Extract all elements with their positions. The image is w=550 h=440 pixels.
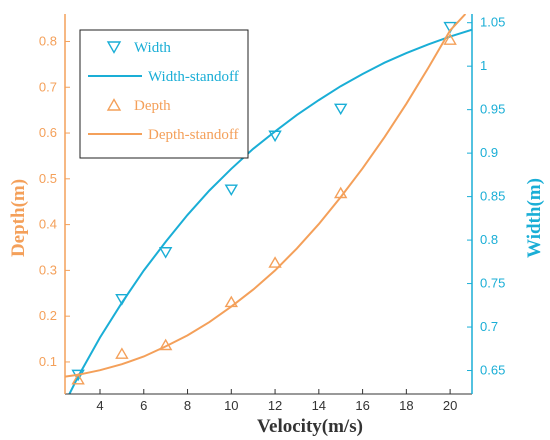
data-point-width-5 bbox=[333, 103, 348, 116]
legend-label-width: Width bbox=[134, 40, 171, 56]
x-tick-label: 10 bbox=[224, 398, 238, 413]
data-point-width-3 bbox=[224, 184, 239, 197]
legend-swatch-width bbox=[106, 41, 122, 54]
x-tick-label: 12 bbox=[268, 398, 282, 413]
x-tick-label: 8 bbox=[184, 398, 191, 413]
data-point-depth-0 bbox=[71, 372, 85, 385]
y-right-tick-label: 0.7 bbox=[480, 319, 498, 334]
x-tick-label: 6 bbox=[140, 398, 147, 413]
y-right-tick-label: 0.9 bbox=[480, 145, 498, 160]
x-tick-label: 4 bbox=[96, 398, 103, 413]
y-right-tick-label: 0.85 bbox=[480, 189, 505, 204]
y-left-tick-label: 0.2 bbox=[39, 308, 57, 323]
x-axis-title: Velocity(m/s) bbox=[257, 416, 363, 437]
x-tick-label: 14 bbox=[312, 398, 326, 413]
y-right-tick-label: 1 bbox=[480, 58, 487, 73]
data-point-depth-1 bbox=[115, 347, 129, 359]
y-right-tick-label: 0.65 bbox=[480, 363, 505, 378]
plot-area bbox=[65, 14, 472, 394]
legend-swatch-depth bbox=[106, 98, 122, 111]
y-left-tick-label: 0.5 bbox=[39, 171, 57, 186]
data-point-depth-4 bbox=[268, 256, 282, 268]
y-left-tick-label: 0.1 bbox=[39, 354, 57, 369]
y-left-tick-label: 0.3 bbox=[39, 262, 57, 277]
y-axis-title-left: Depth(m) bbox=[8, 179, 29, 257]
y-right-tick-label: 0.8 bbox=[480, 232, 498, 247]
legend-label-depth: Depth bbox=[134, 98, 171, 114]
legend: Width Width-standoff Depth Depth-standoff bbox=[79, 29, 249, 159]
data-point-depth-6 bbox=[443, 33, 457, 45]
legend-label-depth-standoff: Depth-standoff bbox=[148, 127, 239, 143]
legend-box bbox=[79, 29, 249, 159]
y-right-tick-label: 1.05 bbox=[480, 15, 505, 30]
x-tick-label: 20 bbox=[443, 398, 457, 413]
y-left-tick-label: 0.7 bbox=[39, 79, 57, 94]
y-left-tick-label: 0.4 bbox=[39, 217, 57, 232]
y-axis-title-right: Width(m) bbox=[524, 178, 545, 258]
series-line-width-standoff bbox=[68, 28, 472, 394]
legend-label-width-standoff: Width-standoff bbox=[148, 69, 239, 85]
y-right-tick-label: 0.75 bbox=[480, 276, 505, 291]
data-point-width-2 bbox=[158, 247, 173, 259]
y-left-tick-label: 0.8 bbox=[39, 33, 57, 48]
axes: 4 6 8 10 12 14 16 18 20 0.1 0.2 0.3 0.4 0.5 0.6 0.7 0.8 0… bbox=[39, 14, 505, 413]
series-line-depth-standoff bbox=[65, 14, 467, 378]
data-point-depth-3 bbox=[224, 295, 239, 308]
x-tick-label: 18 bbox=[399, 398, 413, 413]
y-left-tick-label: 0.6 bbox=[39, 125, 57, 140]
y-right-tick-label: 0.95 bbox=[480, 102, 505, 117]
x-tick-label: 16 bbox=[355, 398, 369, 413]
